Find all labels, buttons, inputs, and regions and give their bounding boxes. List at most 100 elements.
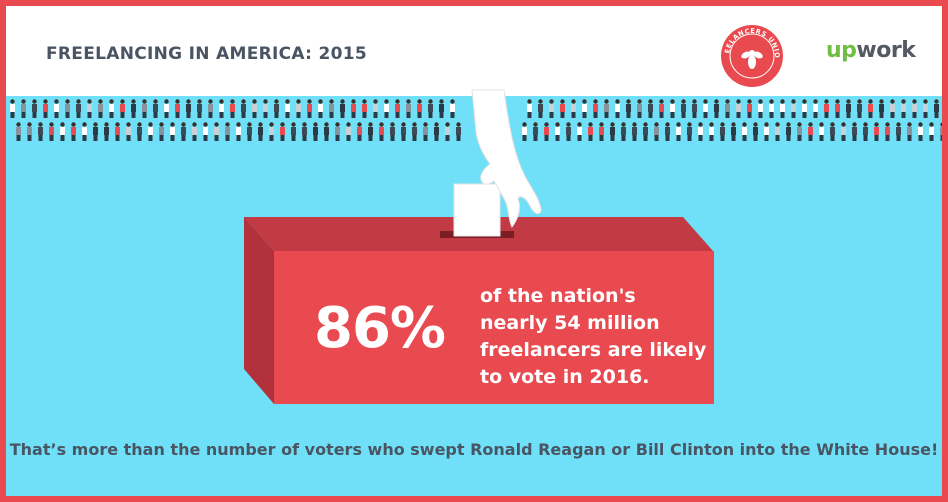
person-figure bbox=[307, 99, 312, 118]
people-crowd-icon bbox=[10, 99, 942, 141]
person-figure bbox=[857, 99, 862, 118]
person-figure bbox=[27, 122, 32, 141]
person-figure bbox=[296, 99, 301, 118]
person-figure bbox=[159, 122, 164, 141]
person-figure bbox=[929, 122, 934, 141]
person-figure bbox=[863, 122, 868, 141]
upwork-up-text: up bbox=[826, 38, 857, 63]
person-figure bbox=[577, 122, 582, 141]
person-figure bbox=[329, 99, 334, 118]
person-figure bbox=[885, 122, 890, 141]
person-figure bbox=[758, 99, 763, 118]
person-figure bbox=[335, 122, 340, 141]
person-figure bbox=[181, 122, 186, 141]
headline-line: nearly 54 million bbox=[480, 312, 660, 334]
footer-note: That’s more than the number of voters wh… bbox=[9, 440, 939, 459]
person-figure bbox=[98, 99, 103, 118]
person-figure bbox=[153, 99, 158, 118]
person-figure bbox=[703, 99, 708, 118]
ballot-box-front bbox=[274, 251, 714, 404]
person-figure bbox=[164, 99, 169, 118]
person-figure bbox=[38, 122, 43, 141]
person-figure bbox=[32, 99, 37, 118]
person-figure bbox=[412, 122, 417, 141]
person-figure bbox=[588, 122, 593, 141]
person-figure bbox=[362, 99, 367, 118]
person-figure bbox=[291, 122, 296, 141]
person-figure bbox=[65, 99, 70, 118]
ballot-box-side bbox=[244, 217, 274, 404]
ballot-paper bbox=[453, 183, 501, 237]
person-figure bbox=[236, 122, 241, 141]
person-figure bbox=[258, 122, 263, 141]
person-figure bbox=[736, 99, 741, 118]
person-figure bbox=[912, 99, 917, 118]
person-figure bbox=[76, 99, 81, 118]
person-figure bbox=[384, 99, 389, 118]
person-figure bbox=[395, 99, 400, 118]
person-figure bbox=[208, 99, 213, 118]
person-figure bbox=[720, 122, 725, 141]
person-figure bbox=[670, 99, 675, 118]
person-figure bbox=[824, 99, 829, 118]
person-figure bbox=[742, 122, 747, 141]
person-figure bbox=[280, 122, 285, 141]
person-figure bbox=[170, 122, 175, 141]
person-figure bbox=[93, 122, 98, 141]
person-figure bbox=[687, 122, 692, 141]
person-figure bbox=[60, 122, 65, 141]
person-figure bbox=[456, 122, 461, 141]
person-figure bbox=[225, 122, 230, 141]
person-figure bbox=[241, 99, 246, 118]
person-figure bbox=[610, 122, 615, 141]
person-figure bbox=[659, 99, 664, 118]
person-figure bbox=[934, 99, 939, 118]
person-figure bbox=[390, 122, 395, 141]
freelancers-union-logo: FREELANCERS UNION bbox=[720, 24, 783, 87]
person-figure bbox=[918, 122, 923, 141]
person-figure bbox=[247, 122, 252, 141]
person-figure bbox=[599, 122, 604, 141]
person-figure bbox=[775, 122, 780, 141]
person-figure bbox=[725, 99, 730, 118]
person-figure bbox=[285, 99, 290, 118]
person-figure bbox=[186, 99, 191, 118]
person-figure bbox=[192, 122, 197, 141]
person-figure bbox=[203, 122, 208, 141]
header-bar: FREELANCING IN AMERICA: 2015 FREELANCERS… bbox=[6, 6, 942, 96]
person-figure bbox=[219, 99, 224, 118]
person-figure bbox=[615, 99, 620, 118]
person-figure bbox=[142, 99, 147, 118]
person-figure bbox=[560, 99, 565, 118]
hand-with-ballot-icon bbox=[453, 89, 542, 237]
headline-line: freelancers are likely bbox=[480, 339, 707, 361]
person-figure bbox=[527, 99, 532, 118]
person-figure bbox=[648, 99, 653, 118]
person-figure bbox=[274, 99, 279, 118]
person-figure bbox=[698, 122, 703, 141]
person-figure bbox=[21, 99, 26, 118]
upwork-logo: upwork bbox=[826, 38, 916, 63]
person-figure bbox=[753, 122, 758, 141]
person-figure bbox=[175, 99, 180, 118]
headline-line: of the nation's bbox=[480, 285, 636, 307]
person-figure bbox=[252, 99, 257, 118]
person-figure bbox=[896, 122, 901, 141]
bee-icon bbox=[741, 50, 763, 69]
person-figure bbox=[428, 99, 433, 118]
person-figure bbox=[846, 99, 851, 118]
person-figure bbox=[434, 122, 439, 141]
person-figure bbox=[566, 122, 571, 141]
person-figure bbox=[555, 122, 560, 141]
person-figure bbox=[313, 122, 318, 141]
person-figure bbox=[379, 122, 384, 141]
headline-description: of the nation's nearly 54 million freela… bbox=[480, 283, 710, 391]
person-figure bbox=[16, 122, 21, 141]
person-figure bbox=[533, 122, 538, 141]
person-figure bbox=[43, 99, 48, 118]
person-figure bbox=[747, 99, 752, 118]
person-figure bbox=[340, 99, 345, 118]
person-figure bbox=[879, 99, 884, 118]
person-figure bbox=[819, 122, 824, 141]
